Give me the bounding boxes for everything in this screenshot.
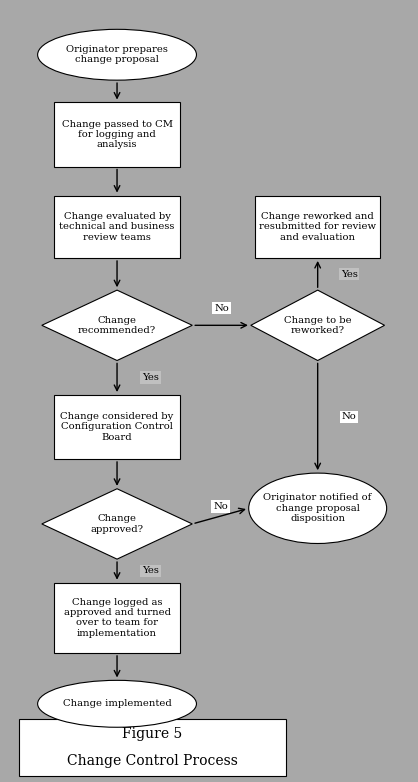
FancyBboxPatch shape [54,196,180,258]
Text: No: No [342,412,357,421]
Text: Figure 5: Figure 5 [122,727,183,741]
Text: Change logged as
approved and turned
over to team for
implementation: Change logged as approved and turned ove… [64,597,171,638]
FancyBboxPatch shape [54,583,180,653]
Ellipse shape [38,29,196,80]
Ellipse shape [249,473,387,543]
Text: Change reworked and
resubmitted for review
and evaluation: Change reworked and resubmitted for revi… [259,212,376,242]
Polygon shape [42,489,192,559]
Text: Change passed to CM
for logging and
analysis: Change passed to CM for logging and anal… [61,120,173,149]
Text: Originator prepares
change proposal: Originator prepares change proposal [66,45,168,64]
Text: Change evaluated by
technical and business
review teams: Change evaluated by technical and busine… [59,212,175,242]
Text: Originator notified of
change proposal
disposition: Originator notified of change proposal d… [263,493,372,523]
FancyBboxPatch shape [255,196,380,258]
Text: Change to be
reworked?: Change to be reworked? [284,316,352,335]
Text: No: No [213,502,228,511]
Text: Yes: Yes [341,270,357,278]
Text: Change Control Process: Change Control Process [67,754,238,768]
Text: Change considered by
Configuration Control
Board: Change considered by Configuration Contr… [61,412,173,442]
Ellipse shape [38,680,196,727]
Text: Change
recommended?: Change recommended? [78,316,156,335]
Polygon shape [251,290,385,361]
FancyBboxPatch shape [19,719,286,776]
Text: Change implemented: Change implemented [63,699,171,708]
Text: No: No [214,303,229,313]
FancyBboxPatch shape [54,102,180,167]
Text: Yes: Yes [142,566,159,576]
FancyBboxPatch shape [54,395,180,459]
Text: Change
approved?: Change approved? [91,515,143,533]
Text: Yes: Yes [142,373,159,382]
Polygon shape [42,290,192,361]
